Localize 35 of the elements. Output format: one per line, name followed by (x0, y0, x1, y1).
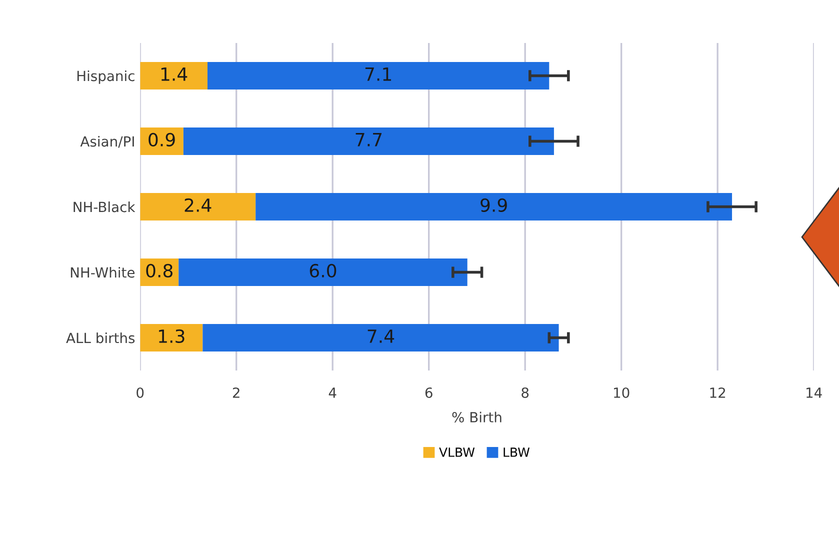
x-tick-label: 0 (136, 387, 144, 398)
data-label: 0.8 (146, 264, 172, 278)
data-label: 1.3 (159, 329, 184, 344)
bar (256, 192, 732, 221)
bar (140, 62, 208, 90)
data-label: 6.0 (310, 264, 336, 278)
y-tick-label: NH-White (70, 266, 135, 278)
data-label: 7.4 (368, 330, 394, 343)
x-tick-label: 10 (614, 387, 630, 398)
y-tick-label: Hispanic (77, 70, 134, 84)
legend-label: LBW (504, 448, 530, 457)
legend-label: VLBW (439, 448, 475, 457)
bar (140, 324, 203, 352)
bar (207, 62, 550, 90)
data-label: 7.1 (365, 68, 392, 81)
y-tick-label: Asian/PI (80, 136, 134, 148)
y-tick-label: ALL births (66, 332, 135, 344)
bar (183, 127, 554, 155)
bar (202, 324, 559, 352)
data-label: 1.4 (161, 68, 188, 81)
x-axis-title: % Birth (452, 412, 502, 422)
x-tick-label: 12 (710, 387, 726, 398)
x-tick-label: 2 (232, 387, 240, 398)
data-label: 7.7 (356, 133, 382, 146)
bar (140, 192, 256, 221)
bar (178, 258, 468, 286)
x-tick-label: 6 (425, 387, 432, 398)
y-tick-label: NH-Black (74, 201, 136, 212)
x-tick-label: 4 (328, 388, 336, 398)
data-label: 9.9 (480, 198, 507, 212)
x-tick-label: 8 (522, 387, 529, 398)
x-tick-label: 14 (806, 388, 822, 398)
bar (140, 127, 184, 155)
data-label: 2.4 (184, 198, 212, 212)
data-label: 0.9 (148, 132, 175, 146)
